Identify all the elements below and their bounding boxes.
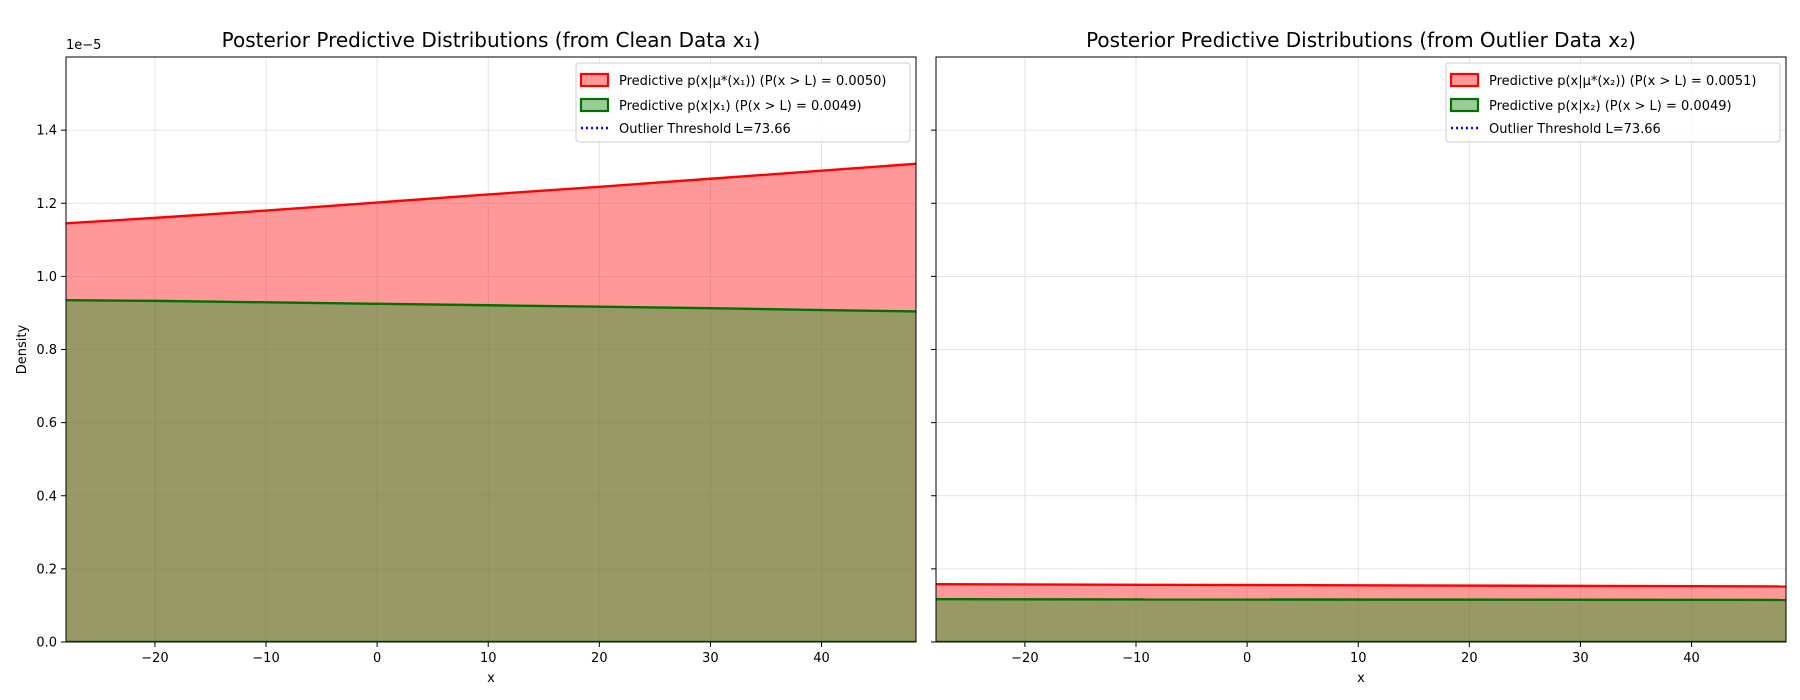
legend: Predictive p(x|μ*(x₁)) (P(x > L) = 0.005…	[575, 62, 911, 143]
x-tick-label: 20	[1461, 651, 1478, 666]
legend-swatch-1	[579, 72, 610, 88]
chart-panel-2: −20 −10 0 10 20 30 40 x Posterior Predictive Dis…	[931, 28, 1787, 686]
x-tick-label: 40	[813, 651, 830, 666]
series-group	[66, 162, 916, 642]
legend-swatch-2	[1449, 97, 1480, 113]
y-tick-label: 0.4	[36, 489, 57, 504]
legend-swatch-1	[1449, 72, 1480, 88]
legend-label-1: Predictive p(x|μ*(x₁)) (P(x > L) = 0.005…	[619, 74, 887, 89]
y-tick-label: 1.0	[36, 270, 57, 285]
y-tick-label: 1.4	[36, 124, 57, 139]
y-axis-label: Density	[15, 324, 30, 374]
y-tick-label: 0.0	[36, 636, 57, 651]
series-group	[936, 583, 1786, 642]
y-tick-label: 0.2	[36, 562, 57, 577]
legend-threshold-label: Outlier Threshold L=73.66	[1489, 122, 1661, 137]
series-area-2	[66, 300, 916, 642]
series-line-2	[936, 598, 1786, 602]
x-tick-label: −10	[1122, 651, 1149, 666]
x-tick-label: 30	[1572, 651, 1589, 666]
legend-swatch-2	[579, 97, 610, 113]
chart-title: Posterior Predictive Distributions (from…	[1086, 28, 1636, 52]
series-line-1	[936, 583, 1786, 588]
series-line-1	[66, 162, 916, 225]
legend: Predictive p(x|μ*(x₂)) (P(x > L) = 0.005…	[1445, 62, 1781, 143]
x-tick-label: −20	[1011, 651, 1038, 666]
series-line-2	[66, 298, 916, 313]
y-tick-label: 0.8	[36, 343, 57, 358]
y-tick-label: 0.6	[36, 416, 57, 431]
legend-box	[575, 62, 911, 143]
legend-box	[1445, 62, 1781, 143]
x-tick-label: −10	[252, 651, 279, 666]
legend-label-2: Predictive p(x|x₁) (P(x > L) = 0.0049)	[619, 99, 862, 114]
y-offset-text: 1e−5	[66, 38, 101, 53]
x-axis-label: x	[487, 671, 495, 686]
x-axis-label: x	[1357, 671, 1365, 686]
legend-label-2: Predictive p(x|x₂) (P(x > L) = 0.0049)	[1489, 99, 1732, 114]
y-tick-label: 1.2	[36, 197, 57, 212]
x-tick-label: 20	[591, 651, 608, 666]
legend-label-1: Predictive p(x|μ*(x₂)) (P(x > L) = 0.005…	[1489, 74, 1757, 89]
x-tick-label: 0	[373, 651, 381, 666]
x-tick-label: 10	[1350, 651, 1367, 666]
x-tick-label: 40	[1683, 651, 1700, 666]
x-tick-label: 10	[480, 651, 497, 666]
x-tick-label: 0	[1243, 651, 1251, 666]
chart-title: Posterior Predictive Distributions (from…	[222, 28, 761, 52]
chart-panel-1: −20 −10 0 10 20 30 40 0.0 0.2 0.4 0.6 0.8 1.0 1.2 1.4 1…	[15, 28, 917, 686]
legend-threshold-label: Outlier Threshold L=73.66	[619, 122, 791, 137]
series-area-2	[936, 599, 1786, 642]
x-tick-label: −20	[141, 651, 168, 666]
x-tick-label: 30	[702, 651, 719, 666]
grid	[936, 57, 1786, 642]
